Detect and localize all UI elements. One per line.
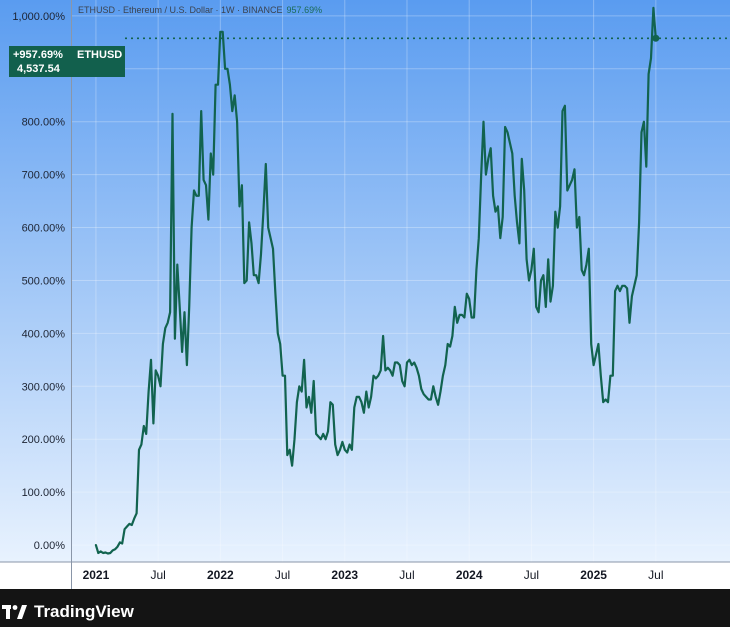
x-tick-label: Jul — [524, 568, 539, 582]
y-tick-label: 200.00% — [22, 434, 66, 446]
y-tick-label: 0.00% — [34, 540, 65, 552]
y-tick-label: 400.00% — [22, 328, 66, 340]
grid-lines — [72, 0, 730, 562]
y-tick-label: 800.00% — [22, 117, 66, 129]
brand-name: TradingView — [34, 602, 134, 621]
chart-legend: ETHUSD · Ethereum / U.S. Dollar · 1W · B… — [78, 5, 322, 15]
footer-bar — [0, 589, 730, 627]
badge-change: +957.69% — [13, 49, 63, 61]
x-tick-label: 2024 — [456, 568, 483, 582]
y-tick-label: 1,000.00% — [12, 11, 65, 23]
x-tick-label: Jul — [648, 568, 663, 582]
legend-symbol: ETHUSD · Ethereum / U.S. Dollar · 1W · B… — [78, 5, 283, 15]
y-tick-label: 700.00% — [22, 170, 66, 182]
legend-change: 957.69% — [286, 5, 323, 15]
y-axis: 0.00% 100.00% 200.00% 300.00% 400.00% 500.00%… — [12, 11, 65, 552]
y-tick-label: 100.00% — [22, 487, 66, 499]
badge-price: 4,537.54 — [17, 63, 60, 75]
x-tick-label: 2025 — [580, 568, 607, 582]
series-line-ethusd — [94, 6, 657, 555]
y-tick-label: 600.00% — [22, 223, 66, 235]
y-tick-label: 300.00% — [22, 381, 66, 393]
badge-symbol: ETHUSD — [77, 49, 123, 61]
last-price-badge: +957.69% ETHUSD 4,537.54 — [9, 46, 125, 77]
x-tick-label: 2021 — [83, 568, 110, 582]
x-tick-label: 2022 — [207, 568, 234, 582]
x-axis: 2021 Jul 2022 Jul 2023 Jul 2024 Jul 2025 Jul — [83, 568, 664, 582]
chart-background — [0, 0, 730, 562]
x-tick-label: Jul — [399, 568, 414, 582]
time-axis-background — [0, 562, 730, 589]
tradingview-logo-icon — [2, 605, 27, 619]
tradingview-brand[interactable]: TradingView — [2, 601, 134, 623]
x-tick-label: Jul — [275, 568, 290, 582]
x-tick-label: 2023 — [331, 568, 358, 582]
last-price-dot — [652, 34, 660, 42]
x-tick-label: Jul — [150, 568, 165, 582]
y-tick-label: 500.00% — [22, 275, 66, 287]
